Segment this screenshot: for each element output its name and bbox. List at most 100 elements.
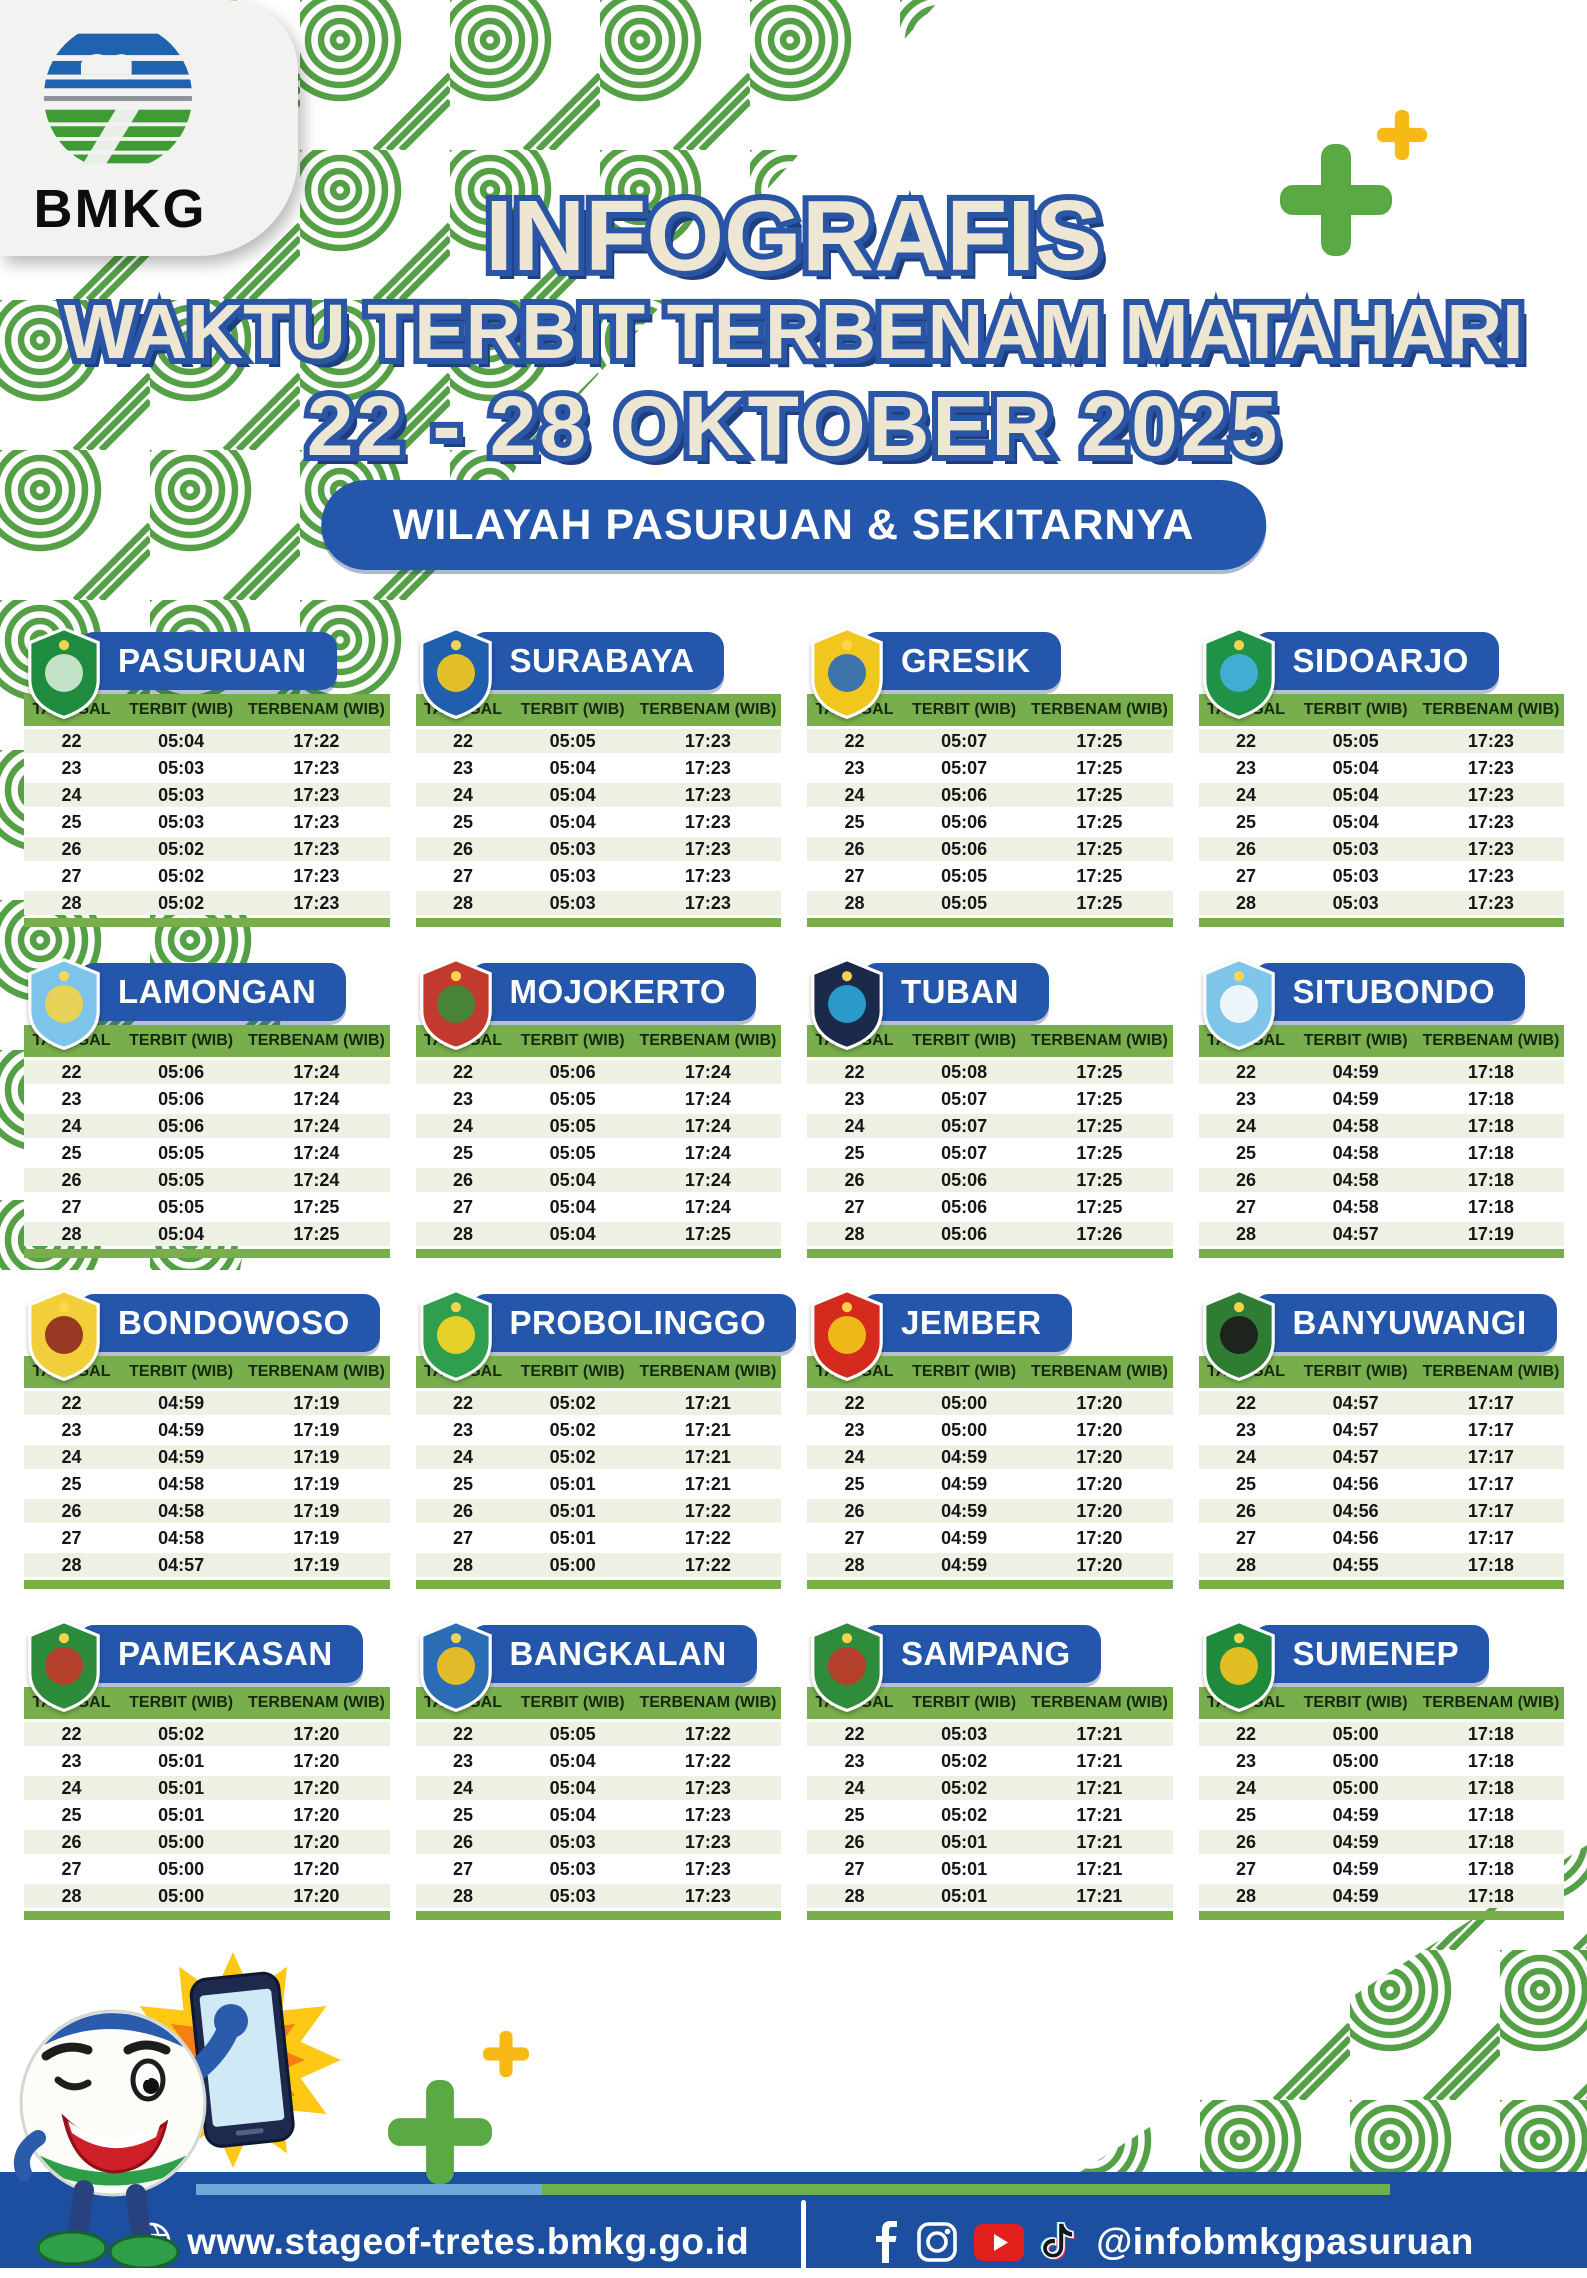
table-row: 27 05:00 17:20 [24, 1854, 390, 1883]
city-name: MOJOKERTO [509, 973, 727, 1010]
table-bottom-strip [24, 1580, 390, 1589]
cell-terbit: 05:03 [119, 807, 244, 836]
instagram-icon[interactable] [916, 2221, 958, 2263]
cell-terbit: 04:59 [1293, 1881, 1418, 1908]
cell-tanggal: 27 [24, 1854, 120, 1883]
city-emblem-icon [28, 626, 100, 720]
sun-times-table: TANGGAL TERBIT (WIB) TERBENAM (WIB) 2204… [1198, 1356, 1564, 1577]
city-section: SURABAYA TANGGAL TERBIT (WIB) TERBENAM (… [415, 626, 781, 927]
cell-terbenam: 17:23 [634, 861, 781, 890]
cell-terbenam: 17:22 [634, 1719, 781, 1748]
cell-tanggal: 28 [807, 1881, 903, 1908]
city-section: BANYUWANGI TANGGAL TERBIT (WIB) TERBENAM… [1198, 1288, 1564, 1589]
column-header-terbenam: TERBENAM (WIB) [1026, 1356, 1173, 1390]
cell-tanggal: 26 [24, 1827, 120, 1856]
cell-terbenam: 17:24 [243, 1084, 390, 1113]
table-bottom-strip [807, 1249, 1173, 1258]
table-row: 26 05:03 17:23 [415, 834, 781, 863]
cell-terbenam: 17:23 [1417, 780, 1564, 809]
cell-terbit: 05:05 [902, 888, 1027, 915]
table-row: 22 05:04 17:22 [24, 726, 390, 755]
table-row: 24 05:07 17:25 [807, 1111, 1173, 1140]
column-header-terbit: TERBIT (WIB) [510, 1687, 635, 1721]
table-row: 25 05:07 17:25 [807, 1138, 1173, 1167]
cell-tanggal: 26 [415, 1165, 511, 1194]
table-row: 24 05:02 17:21 [415, 1442, 781, 1471]
cell-terbenam: 17:21 [1026, 1854, 1173, 1883]
cell-terbenam: 17:18 [1417, 1138, 1564, 1167]
city-banner: PROBOLINGGO [469, 1294, 797, 1352]
table-row: 25 05:05 17:24 [24, 1138, 390, 1167]
cell-tanggal: 25 [1198, 1469, 1294, 1498]
cell-terbenam: 17:18 [1417, 1057, 1564, 1086]
cell-terbit: 05:05 [510, 1111, 635, 1140]
city-banner: GRESIK [861, 632, 1061, 690]
cell-terbit: 05:02 [510, 1388, 635, 1417]
table-bottom-strip [1198, 1249, 1564, 1258]
footer: www www.stageof-tretes.bmkg.go.id [0, 2172, 1587, 2272]
cell-terbit: 05:06 [902, 1219, 1027, 1246]
website-link[interactable]: www.stageof-tretes.bmkg.go.id [187, 2221, 750, 2262]
city-section: BONDOWOSO TANGGAL TERBIT (WIB) TERBENAM … [24, 1288, 390, 1589]
cell-terbenam: 17:17 [1417, 1469, 1564, 1498]
cell-terbit: 05:03 [510, 888, 635, 915]
cell-tanggal: 28 [24, 1219, 120, 1246]
cell-terbenam: 17:23 [243, 834, 390, 863]
city-banner-row: GRESIK [807, 626, 1173, 720]
city-section: TUBAN TANGGAL TERBIT (WIB) TERBENAM (WIB… [807, 957, 1173, 1258]
cell-tanggal: 22 [1198, 1719, 1294, 1748]
cell-tanggal: 24 [24, 1442, 120, 1471]
cell-terbit: 04:56 [1293, 1469, 1418, 1498]
city-emblem-icon [419, 626, 492, 720]
cell-terbenam: 17:25 [1026, 726, 1173, 755]
cell-tanggal: 27 [807, 1854, 903, 1883]
cell-terbit: 05:05 [119, 1192, 244, 1221]
city-banner: SURABAYA [469, 632, 725, 690]
cell-tanggal: 28 [1198, 1219, 1294, 1246]
cell-terbit: 04:59 [119, 1388, 244, 1417]
table-row: 25 04:58 17:18 [1198, 1138, 1564, 1167]
cell-tanggal: 27 [1198, 861, 1294, 890]
cell-terbit: 04:59 [1293, 1827, 1418, 1856]
sun-times-table: TANGGAL TERBIT (WIB) TERBENAM (WIB) 2205… [24, 1687, 390, 1908]
cell-terbenam: 17:20 [1026, 1550, 1173, 1577]
cell-terbit: 05:07 [902, 1084, 1027, 1113]
city-section: SIDOARJO TANGGAL TERBIT (WIB) TERBENAM (… [1198, 626, 1564, 927]
cell-terbit: 05:03 [119, 753, 244, 782]
facebook-icon[interactable] [874, 2220, 900, 2264]
cell-terbit: 05:03 [1293, 888, 1418, 915]
cell-terbit: 04:59 [902, 1550, 1027, 1577]
sun-times-table: TANGGAL TERBIT (WIB) TERBENAM (WIB) 2205… [24, 694, 390, 915]
cell-tanggal: 23 [807, 1415, 903, 1444]
youtube-icon[interactable] [974, 2223, 1025, 2261]
tiktok-icon[interactable] [1040, 2220, 1080, 2264]
city-emblem-icon [419, 1619, 492, 1713]
column-header-terbit: TERBIT (WIB) [1293, 694, 1418, 728]
cell-tanggal: 23 [24, 1415, 120, 1444]
table-row: 23 05:01 17:20 [24, 1746, 390, 1775]
column-header-terbit: TERBIT (WIB) [119, 1025, 244, 1059]
city-emblem-icon [811, 957, 883, 1051]
social-handle[interactable]: @infobmkgpasuruan [1096, 2221, 1474, 2262]
sun-times-table: TANGGAL TERBIT (WIB) TERBENAM (WIB) 2205… [1198, 694, 1564, 915]
table-bottom-strip [24, 1249, 390, 1258]
cell-terbit: 04:59 [1293, 1854, 1418, 1883]
city-name: SAMPANG [901, 1635, 1071, 1672]
cell-terbenam: 17:23 [1417, 807, 1564, 836]
table-row: 26 05:03 17:23 [415, 1827, 781, 1856]
cell-tanggal: 23 [807, 1746, 903, 1775]
footer-line-blue-segment [196, 2184, 542, 2195]
city-banner: SAMPANG [861, 1625, 1101, 1683]
cell-terbit: 04:58 [1293, 1111, 1418, 1140]
cell-tanggal: 22 [415, 1388, 511, 1417]
table-row: 24 04:58 17:18 [1198, 1111, 1564, 1140]
cell-terbit: 05:03 [1293, 834, 1418, 863]
cell-terbit: 05:05 [510, 1084, 635, 1113]
city-name: JEMBER [901, 1304, 1042, 1341]
cell-terbenam: 17:20 [243, 1854, 390, 1883]
table-row: 23 05:00 17:20 [807, 1415, 1173, 1444]
column-header-terbit: TERBIT (WIB) [902, 1356, 1027, 1390]
cell-tanggal: 23 [415, 1084, 511, 1113]
column-header-terbenam: TERBENAM (WIB) [1417, 694, 1564, 728]
city-section: PAMEKASAN TANGGAL TERBIT (WIB) TERBENAM … [24, 1619, 390, 1920]
